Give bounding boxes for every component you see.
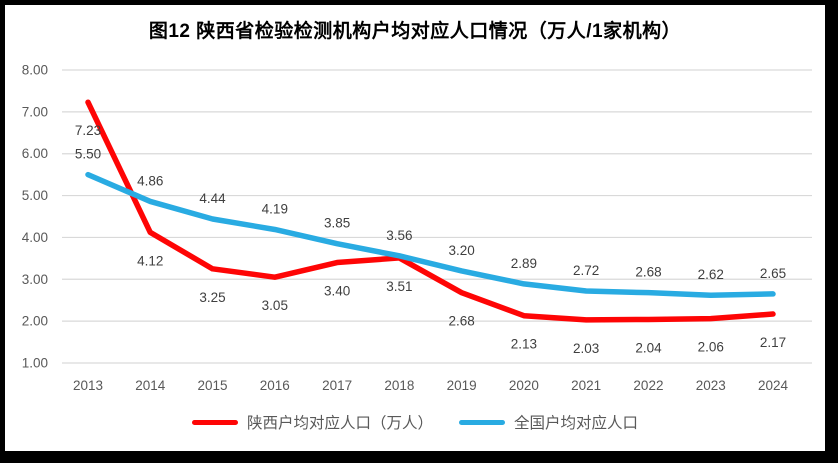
data-label: 2.17 xyxy=(760,335,786,350)
data-label: 5.50 xyxy=(75,147,101,162)
data-label: 3.25 xyxy=(199,290,225,305)
data-label: 2.65 xyxy=(760,266,786,281)
chart-legend: 陕西户均对应人口（万人） 全国户均对应人口 xyxy=(5,411,825,433)
x-axis-tick-label: 2024 xyxy=(758,378,789,393)
data-label: 2.89 xyxy=(511,256,537,271)
x-axis-tick-label: 2023 xyxy=(696,378,726,393)
national-line-swatch-icon xyxy=(459,419,505,425)
data-label: 4.19 xyxy=(262,201,288,216)
y-axis-tick-label: 6.00 xyxy=(22,146,48,161)
x-axis-tick-label: 2015 xyxy=(198,378,228,393)
chart-title: 图12 陕西省检验检测机构户均对应人口情况（万人/1家机构） xyxy=(148,21,682,42)
chart-canvas xyxy=(5,5,825,451)
data-label: 2.03 xyxy=(573,341,599,356)
data-label: 2.04 xyxy=(635,340,662,355)
data-label: 3.20 xyxy=(448,243,474,258)
data-label: 4.12 xyxy=(137,253,163,268)
y-axis-tick-label: 8.00 xyxy=(22,63,48,78)
legend-item-shaanxi: 陕西户均对应人口（万人） xyxy=(191,411,433,433)
x-axis-tick-label: 2020 xyxy=(509,378,539,393)
data-label: 3.85 xyxy=(324,216,350,231)
legend-item-national: 全国户均对应人口 xyxy=(459,411,638,433)
x-axis-tick-label: 2019 xyxy=(447,378,477,393)
data-label: 2.68 xyxy=(635,265,661,280)
data-label: 3.40 xyxy=(324,284,350,299)
x-axis-tick-label: 2017 xyxy=(322,378,352,393)
x-axis-tick-label: 2022 xyxy=(633,378,663,393)
x-axis-tick-label: 2014 xyxy=(135,378,166,393)
y-axis-tick-label: 7.00 xyxy=(22,104,48,119)
y-axis-tick-label: 5.00 xyxy=(22,188,48,203)
x-axis-tick-label: 2013 xyxy=(73,378,103,393)
data-label: 3.51 xyxy=(386,279,412,294)
data-label: 3.56 xyxy=(386,228,412,243)
y-axis-tick-label: 1.00 xyxy=(22,356,48,371)
data-label: 2.68 xyxy=(448,314,474,329)
series-line-national xyxy=(85,171,776,298)
data-label: 2.13 xyxy=(511,337,537,352)
y-axis-tick-label: 2.00 xyxy=(22,314,48,329)
y-axis-tick-label: 3.00 xyxy=(22,272,48,287)
data-label: 4.44 xyxy=(199,191,226,206)
data-label: 7.23 xyxy=(75,123,101,138)
legend-label-shaanxi: 陕西户均对应人口（万人） xyxy=(246,415,433,432)
data-label: 2.62 xyxy=(698,267,724,282)
shaanxi-line-swatch-icon xyxy=(191,419,238,425)
legend-label-national: 全国户均对应人口 xyxy=(514,415,639,432)
y-axis-tick-label: 4.00 xyxy=(22,230,48,245)
data-label: 2.06 xyxy=(698,340,724,355)
series-line-shaanxi xyxy=(85,99,776,323)
x-axis-tick-label: 2021 xyxy=(571,378,601,393)
data-label: 3.05 xyxy=(262,298,288,313)
data-label: 4.86 xyxy=(137,173,163,188)
data-label: 2.72 xyxy=(573,263,599,278)
x-axis-tick-label: 2016 xyxy=(260,378,290,393)
x-axis-tick-label: 2018 xyxy=(384,378,414,393)
